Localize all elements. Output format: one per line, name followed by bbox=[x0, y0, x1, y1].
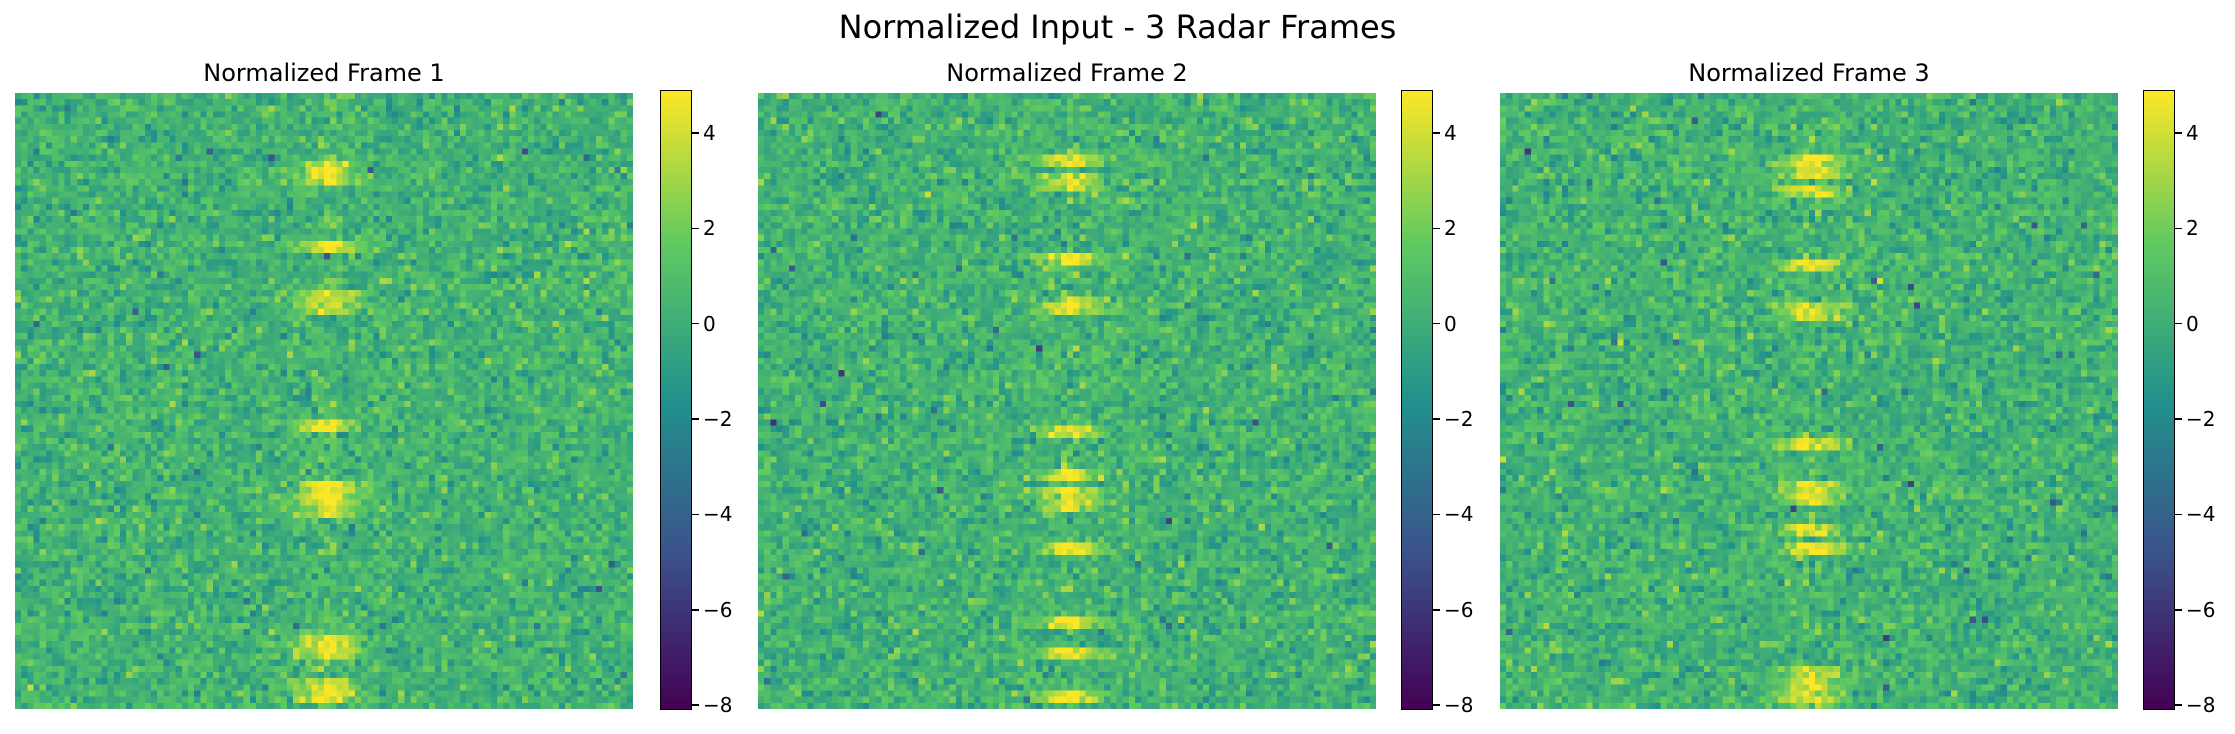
colorbar-tick-label: 4 bbox=[2186, 120, 2199, 145]
colorbar-tick-label: −2 bbox=[2186, 407, 2216, 432]
colorbar-tick bbox=[2175, 513, 2182, 516]
colorbar-tick-label: −6 bbox=[703, 597, 733, 622]
colorbar-tick-label: 4 bbox=[703, 120, 716, 145]
colorbar-tick bbox=[692, 513, 699, 516]
panel-title-2: Normalized Frame 2 bbox=[946, 59, 1188, 87]
colorbar-tick-label: 4 bbox=[1444, 120, 1457, 145]
heatmap-frame-3 bbox=[1500, 93, 2118, 709]
colorbar-tick bbox=[1433, 609, 1440, 611]
colorbar-tick-label: −4 bbox=[1444, 502, 1474, 527]
heatmap-frame-2 bbox=[758, 93, 1376, 709]
colorbar-tick bbox=[2175, 418, 2182, 420]
colorbar-tick bbox=[1433, 513, 1440, 516]
colorbar-tick bbox=[1433, 227, 1440, 230]
colorbar-tick bbox=[1433, 704, 1440, 706]
panel-title-1: Normalized Frame 1 bbox=[203, 59, 445, 87]
colorbar-tick bbox=[2175, 322, 2182, 325]
colorbar-tick bbox=[2175, 132, 2182, 134]
colorbar-tick bbox=[1433, 132, 1440, 134]
colorbar-tick-label: 2 bbox=[2186, 216, 2199, 241]
colorbar-tick-label: 2 bbox=[703, 216, 716, 241]
colorbar-tick bbox=[2175, 227, 2182, 230]
colorbar-tick bbox=[1433, 418, 1440, 420]
heatmap-frame-1 bbox=[15, 93, 633, 709]
colorbar-tick bbox=[692, 322, 699, 325]
colorbar-1 bbox=[660, 90, 692, 710]
panel-title-3: Normalized Frame 3 bbox=[1688, 59, 1930, 87]
colorbar-tick bbox=[692, 227, 699, 230]
colorbar-2 bbox=[1401, 90, 1433, 710]
colorbar-tick-label: −6 bbox=[2186, 597, 2216, 622]
colorbar-tick-label: 0 bbox=[1444, 311, 1457, 336]
colorbar-tick-label: −8 bbox=[2186, 693, 2216, 718]
colorbar-tick-label: −8 bbox=[703, 693, 733, 718]
colorbar-tick-label: −2 bbox=[703, 407, 733, 432]
colorbar-tick-label: −4 bbox=[703, 502, 733, 527]
colorbar-tick bbox=[692, 132, 699, 134]
colorbar-tick-label: −8 bbox=[1444, 693, 1474, 718]
colorbar-tick-label: 2 bbox=[1444, 216, 1457, 241]
colorbar-tick bbox=[2175, 609, 2182, 611]
colorbar-tick-label: −2 bbox=[1444, 407, 1474, 432]
colorbar-tick bbox=[692, 704, 699, 706]
colorbar-tick-label: −6 bbox=[1444, 597, 1474, 622]
colorbar-tick bbox=[692, 418, 699, 420]
colorbar-tick bbox=[1433, 322, 1440, 325]
colorbar-3 bbox=[2143, 90, 2175, 710]
colorbar-tick bbox=[2175, 704, 2182, 706]
colorbar-tick-label: 0 bbox=[703, 311, 716, 336]
figure-title: Normalized Input - 3 Radar Frames bbox=[838, 8, 1397, 46]
colorbar-tick-label: 0 bbox=[2186, 311, 2199, 336]
colorbar-tick-label: −4 bbox=[2186, 502, 2216, 527]
colorbar-tick bbox=[692, 609, 699, 611]
